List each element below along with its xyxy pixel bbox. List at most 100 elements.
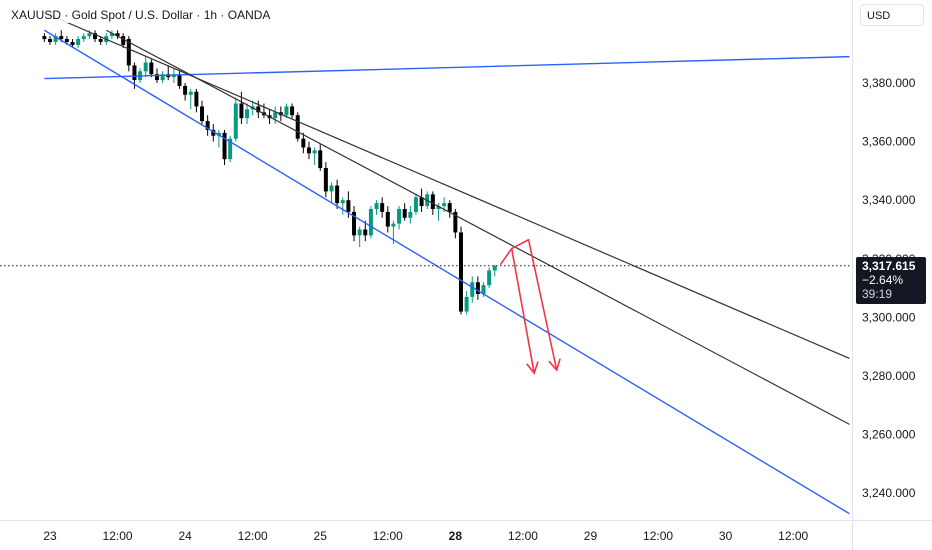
candle[interactable] xyxy=(447,200,452,218)
candle-body xyxy=(340,200,345,204)
candle[interactable] xyxy=(470,276,475,303)
candle[interactable] xyxy=(211,124,216,142)
candle-body xyxy=(318,150,323,168)
candle[interactable] xyxy=(81,33,86,42)
candle[interactable] xyxy=(222,129,227,166)
candle[interactable] xyxy=(245,103,250,125)
candle[interactable] xyxy=(228,135,233,163)
candle[interactable] xyxy=(492,264,497,277)
projection-arrow-2[interactable] xyxy=(511,238,561,372)
candle-body xyxy=(177,74,182,86)
candle-body xyxy=(329,185,334,192)
projection-arrow-1[interactable] xyxy=(499,247,539,375)
candle[interactable] xyxy=(413,194,418,215)
candle[interactable] xyxy=(109,30,114,40)
candle-body xyxy=(211,129,216,136)
candle[interactable] xyxy=(121,33,126,48)
y-tick-label: 3,240.000 xyxy=(862,486,916,500)
candle[interactable] xyxy=(290,103,295,119)
arrow-path xyxy=(511,238,558,371)
candle[interactable] xyxy=(357,226,362,248)
candle[interactable] xyxy=(323,162,328,198)
candle-body xyxy=(154,74,159,81)
candle[interactable] xyxy=(329,182,334,204)
candle[interactable] xyxy=(453,208,458,239)
candle[interactable] xyxy=(76,36,81,48)
candle[interactable] xyxy=(194,88,199,113)
candle[interactable] xyxy=(256,100,261,119)
current-price-label: 3,317.615 xyxy=(862,259,916,273)
candle-body xyxy=(93,33,98,40)
candle-body xyxy=(380,203,385,212)
candle[interactable] xyxy=(306,141,311,160)
candle[interactable] xyxy=(42,33,47,42)
candle[interactable] xyxy=(312,147,317,166)
candle[interactable] xyxy=(458,226,463,315)
candle[interactable] xyxy=(385,206,390,233)
candle-body xyxy=(391,223,396,227)
candle-body xyxy=(48,39,52,42)
candle[interactable] xyxy=(408,206,413,224)
x-tick-label: 12:00 xyxy=(238,529,268,543)
candle-body xyxy=(464,296,469,312)
candle[interactable] xyxy=(318,144,323,171)
candle[interactable] xyxy=(475,276,480,300)
candle[interactable] xyxy=(335,179,340,209)
price-axis[interactable]: 3,240.0003,260.0003,280.0003,300.0003,32… xyxy=(862,76,916,500)
candle[interactable] xyxy=(205,115,210,136)
candle[interactable] xyxy=(48,36,52,45)
candle[interactable] xyxy=(273,106,278,125)
time-axis[interactable]: 23 12:00 24 12:00 25 12:00 28 12:00 29 12:00 30 12:… xyxy=(43,529,808,543)
candle-body xyxy=(115,33,120,37)
candle[interactable] xyxy=(301,132,306,154)
candle-body xyxy=(42,36,47,40)
candle[interactable] xyxy=(166,65,171,81)
candle-body xyxy=(487,270,492,286)
candle[interactable] xyxy=(340,197,345,215)
channel-lower[interactable] xyxy=(44,29,850,515)
currency-button[interactable]: USD xyxy=(860,4,924,26)
candle[interactable] xyxy=(93,30,98,42)
candle[interactable] xyxy=(53,33,58,45)
candle[interactable] xyxy=(374,200,379,215)
candle-body xyxy=(357,229,362,236)
symbol-title[interactable]: XAUUSD · Gold Spot / U.S. Dollar · 1h · … xyxy=(8,7,274,23)
candle[interactable] xyxy=(216,129,221,148)
channel-upper[interactable] xyxy=(44,55,850,80)
candle[interactable] xyxy=(363,220,368,242)
candle[interactable] xyxy=(419,188,424,212)
candle[interactable] xyxy=(397,206,402,230)
candle-body xyxy=(200,106,205,122)
candle[interactable] xyxy=(380,197,385,218)
candle-body xyxy=(273,112,278,119)
candle-body xyxy=(335,185,340,204)
candle[interactable] xyxy=(115,30,120,40)
candle-body xyxy=(368,208,373,236)
candle[interactable] xyxy=(352,206,357,242)
candle[interactable] xyxy=(464,291,469,315)
candle-body xyxy=(205,121,210,130)
trend-line-1[interactable] xyxy=(106,29,850,425)
candle[interactable] xyxy=(233,97,238,142)
candle[interactable] xyxy=(261,103,266,119)
candle[interactable] xyxy=(188,88,193,110)
candle[interactable] xyxy=(98,36,103,45)
candle[interactable] xyxy=(284,103,289,119)
candle[interactable] xyxy=(402,203,407,221)
candle[interactable] xyxy=(143,56,148,78)
candle[interactable] xyxy=(149,59,154,78)
candle-body xyxy=(397,208,402,224)
candle[interactable] xyxy=(368,206,373,239)
candle[interactable] xyxy=(183,83,188,101)
candle-body xyxy=(98,39,103,42)
bar-countdown-label: 39:19 xyxy=(862,287,893,301)
candle[interactable] xyxy=(177,71,182,89)
trend-line-2[interactable] xyxy=(44,12,850,359)
candle[interactable] xyxy=(487,267,492,289)
plot-area[interactable] xyxy=(0,12,852,515)
candle-body xyxy=(149,62,154,75)
candle[interactable] xyxy=(160,71,165,83)
candle[interactable] xyxy=(295,112,300,142)
candle[interactable] xyxy=(200,100,205,125)
